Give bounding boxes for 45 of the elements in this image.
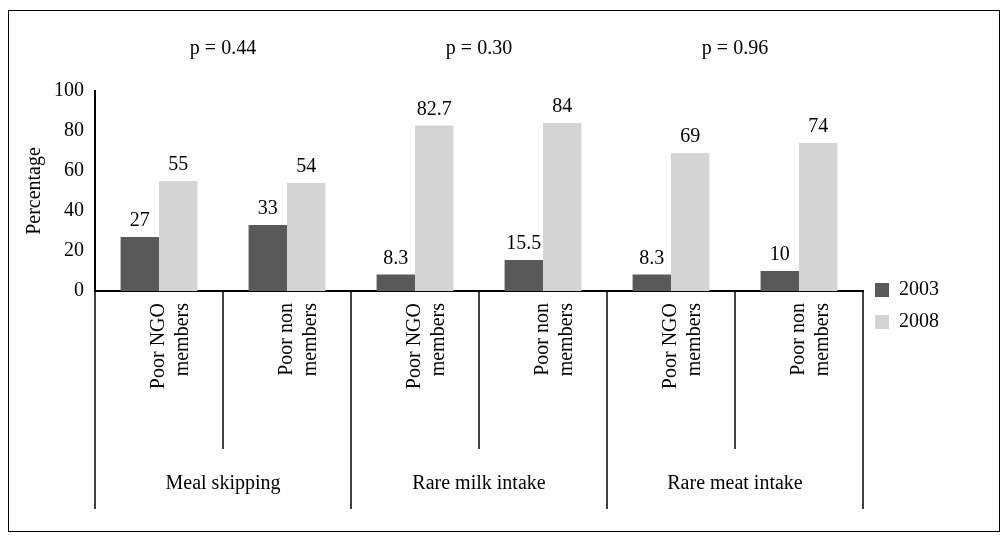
y-tick-label: 20 [64,238,84,261]
y-axis-title: Percentage [22,147,46,235]
bar [671,153,710,291]
bar [287,183,326,291]
bar [799,143,838,291]
bar [760,271,799,291]
bar [415,125,454,291]
data-label: 84 [552,94,573,117]
bar [543,123,582,291]
data-label: 8.3 [639,245,665,268]
bar [120,237,159,291]
bar [504,260,543,291]
y-tick-label: 80 [64,118,84,141]
y-tick-label: 40 [64,198,84,221]
legend-label: 2008 [899,309,939,332]
data-label: 10 [769,242,790,265]
text: Meal skipping [165,471,281,495]
x-tick-label: Poor NGO members [402,302,449,390]
text: p = 0.96 [701,36,769,60]
bar [632,274,671,291]
x-tick-label: Poor non members [786,302,833,377]
data-label: 33 [257,196,278,219]
text: Rare milk intake [412,471,546,494]
data-label: 15.5 [506,231,542,254]
bar [376,274,415,291]
text: Rare meat intake [667,471,803,494]
y-tick-label: 60 [64,158,84,181]
data-label: 8.3 [383,245,409,268]
data-label: 54 [296,154,317,177]
x-tick-label: Poor non members [530,302,577,377]
bar [159,181,198,291]
legend-label: 2003 [899,277,939,300]
text: p = 0.30 [445,36,513,60]
x-tick-label: Poor non members [274,302,321,377]
data-label: 55 [168,152,189,175]
bar [248,225,287,291]
y-tick-label: 100 [54,78,84,101]
text: p = 0.44 [189,36,257,60]
data-label: 74 [808,114,829,137]
data-label: 69 [680,124,701,147]
x-tick-label: Poor NGO members [146,302,193,390]
x-tick-label: Poor NGO members [658,302,705,390]
y-tick-label: 0 [74,278,84,301]
data-label: 82.7 [416,96,452,119]
data-label: 27 [129,208,150,231]
